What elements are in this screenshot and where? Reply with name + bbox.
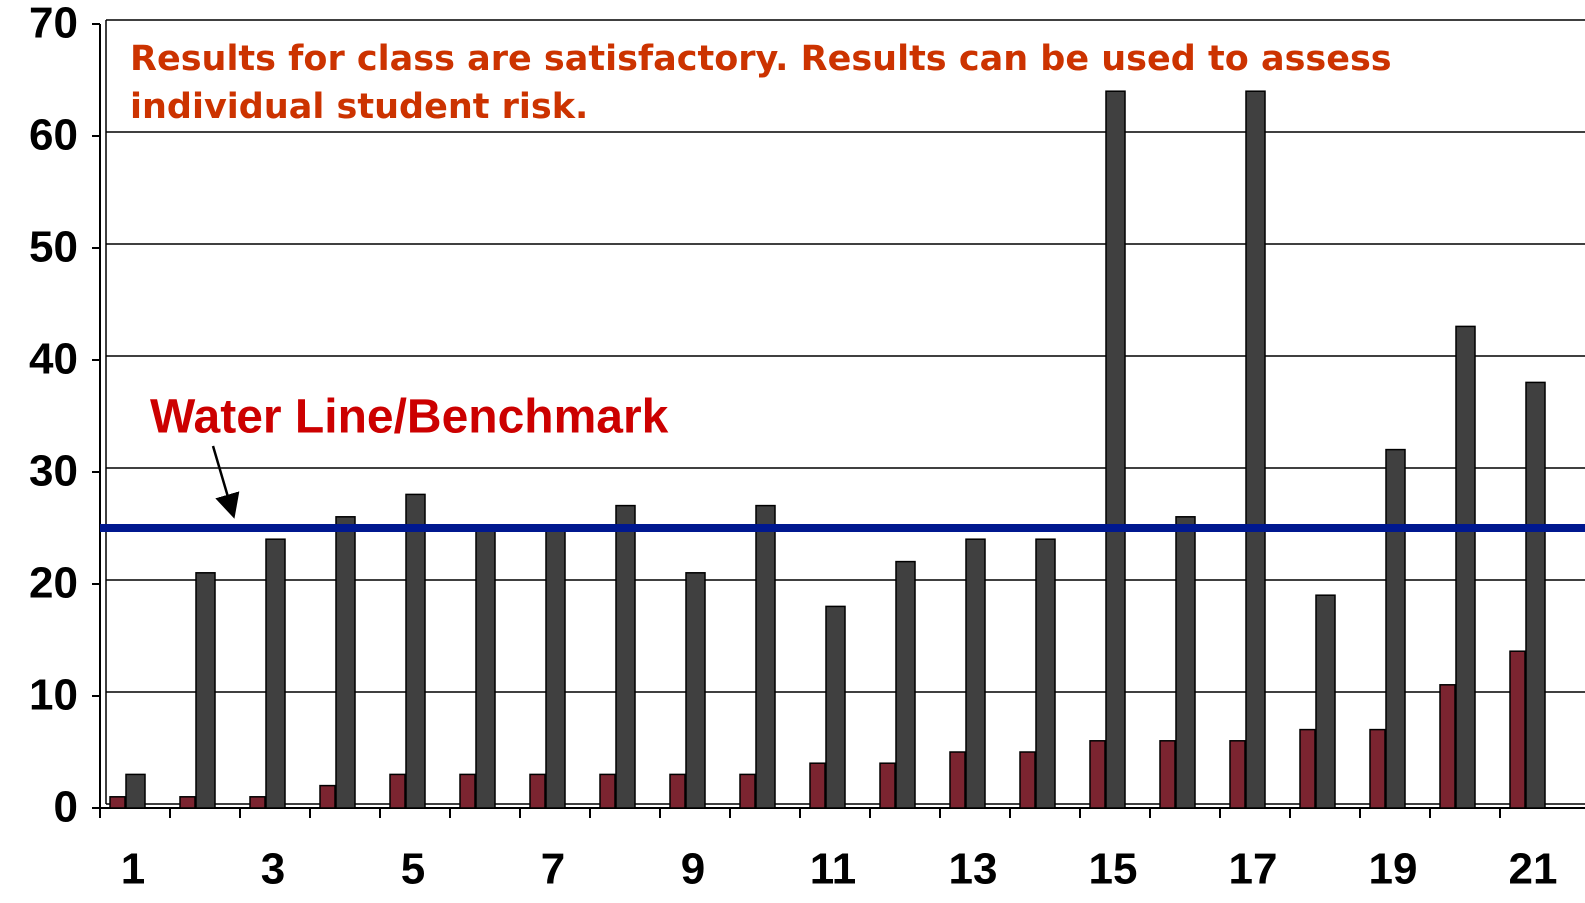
- x-tick-label: 11: [810, 845, 857, 894]
- bar: [1035, 538, 1056, 809]
- bar: [1455, 325, 1476, 809]
- bar: [599, 773, 616, 809]
- bar: [335, 516, 356, 809]
- bar: [545, 527, 566, 809]
- bar: [1509, 650, 1526, 809]
- bar: [459, 773, 476, 809]
- x-tick-label: 3: [261, 845, 285, 894]
- bar: [405, 493, 426, 809]
- y-tick-label: 50: [29, 223, 78, 272]
- bar: [1315, 594, 1336, 809]
- bar: [1525, 381, 1546, 809]
- x-tick-label: 9: [681, 845, 705, 894]
- bar: [1175, 516, 1196, 809]
- bar: [249, 796, 266, 809]
- y-tick-label: 60: [29, 111, 78, 160]
- y-tick-label: 40: [29, 335, 78, 384]
- bar: [949, 751, 966, 809]
- bar: [1105, 90, 1126, 809]
- bar: [739, 773, 756, 809]
- bar: [1369, 728, 1386, 809]
- bar: [1159, 740, 1176, 809]
- bar: [755, 504, 776, 809]
- bar: [179, 796, 196, 809]
- annotation: Results for class are satisfactory. Resu…: [130, 39, 1392, 79]
- y-tick-label: 10: [29, 671, 78, 720]
- bar: [1385, 448, 1406, 809]
- bar: [1245, 90, 1266, 809]
- x-tick-label: 15: [1089, 845, 1138, 894]
- bar: [529, 773, 546, 809]
- bar: [475, 527, 496, 809]
- y-tick-label: 20: [29, 559, 78, 608]
- bar: [195, 572, 216, 809]
- y-tick-label: 70: [29, 0, 78, 48]
- bar: [669, 773, 686, 809]
- x-tick-label: 17: [1229, 845, 1278, 894]
- bar: [1439, 684, 1456, 809]
- benchmark-label: Water Line/Benchmark: [150, 391, 669, 444]
- bar: [389, 773, 406, 809]
- bar: [1089, 740, 1106, 809]
- bar: [1299, 728, 1316, 809]
- bar: [1019, 751, 1036, 809]
- bar: [125, 773, 146, 809]
- bar: [265, 538, 286, 809]
- arrow: [211, 445, 240, 519]
- bar: [965, 538, 986, 809]
- bar: [1229, 740, 1246, 809]
- bar: [809, 762, 826, 809]
- bar: [685, 572, 706, 809]
- x-tick-label: 7: [541, 845, 565, 894]
- bar: [109, 796, 126, 809]
- x-tick-label: 13: [949, 845, 998, 894]
- x-tick-label: 5: [401, 845, 425, 894]
- bar: [879, 762, 896, 809]
- x-tick-label: 1: [121, 845, 145, 894]
- bar: [825, 605, 846, 809]
- x-tick-label: 19: [1369, 845, 1418, 894]
- y-tick-label: 0: [54, 783, 78, 832]
- bar: [615, 504, 636, 809]
- x-tick-label: 21: [1509, 845, 1558, 894]
- annotation: individual student risk.: [130, 87, 588, 127]
- y-tick-label: 30: [29, 447, 78, 496]
- bar: [319, 784, 336, 809]
- bar: [895, 560, 916, 809]
